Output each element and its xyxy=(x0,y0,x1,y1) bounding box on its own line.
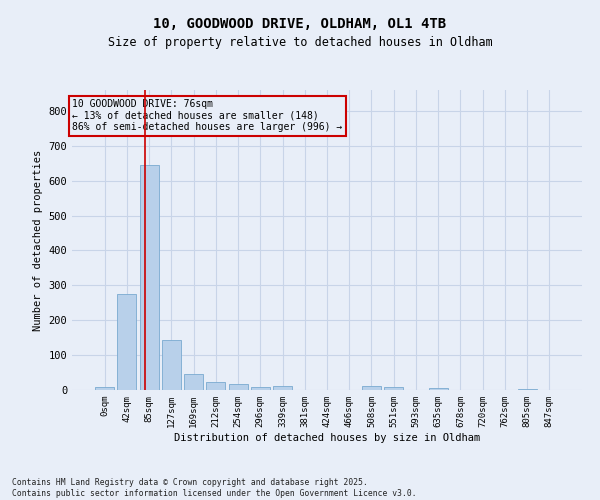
Bar xyxy=(184,374,203,390)
Bar xyxy=(140,165,158,390)
Bar xyxy=(518,388,536,390)
Text: 10, GOODWOOD DRIVE, OLDHAM, OL1 4TB: 10, GOODWOOD DRIVE, OLDHAM, OL1 4TB xyxy=(154,18,446,32)
Bar xyxy=(95,387,114,390)
Bar xyxy=(429,388,448,390)
Bar xyxy=(384,387,403,390)
Bar xyxy=(251,386,270,390)
Text: Contains HM Land Registry data © Crown copyright and database right 2025.
Contai: Contains HM Land Registry data © Crown c… xyxy=(12,478,416,498)
Bar xyxy=(118,294,136,390)
X-axis label: Distribution of detached houses by size in Oldham: Distribution of detached houses by size … xyxy=(174,432,480,442)
Y-axis label: Number of detached properties: Number of detached properties xyxy=(33,150,43,330)
Bar xyxy=(206,382,225,390)
Bar xyxy=(162,340,181,390)
Bar xyxy=(273,386,292,390)
Bar xyxy=(229,384,248,390)
Text: 10 GOODWOOD DRIVE: 76sqm
← 13% of detached houses are smaller (148)
86% of semi-: 10 GOODWOOD DRIVE: 76sqm ← 13% of detach… xyxy=(72,99,342,132)
Bar xyxy=(362,386,381,390)
Text: Size of property relative to detached houses in Oldham: Size of property relative to detached ho… xyxy=(107,36,493,49)
